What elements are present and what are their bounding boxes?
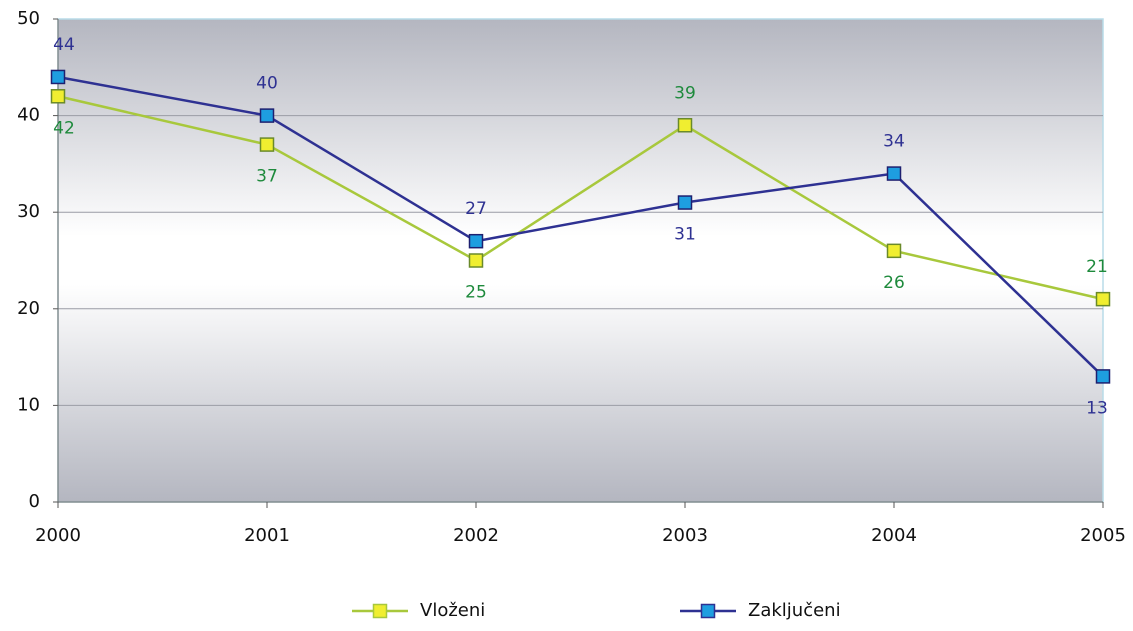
data-label: 37 bbox=[256, 167, 278, 187]
point-marker bbox=[1095, 291, 1111, 307]
point-marker bbox=[468, 253, 484, 268]
point-marker bbox=[259, 108, 275, 123]
data-label: 21 bbox=[1086, 257, 1108, 277]
point-marker bbox=[1095, 369, 1111, 384]
data-label: 31 bbox=[674, 225, 696, 245]
legend-label: Zaključeni bbox=[748, 600, 841, 621]
series-line bbox=[57, 75, 1104, 378]
point-marker bbox=[259, 137, 275, 152]
point-marker bbox=[50, 69, 66, 85]
y-tick-label: 10 bbox=[17, 394, 40, 415]
plot-area bbox=[57, 18, 1104, 503]
data-label: 39 bbox=[674, 83, 696, 103]
y-tick-label: 50 bbox=[17, 8, 40, 29]
y-tick-label: 0 bbox=[29, 491, 40, 512]
y-tick-label: 30 bbox=[17, 201, 40, 222]
data-label: 26 bbox=[883, 273, 905, 293]
data-label: 27 bbox=[465, 199, 487, 219]
data-label: 40 bbox=[256, 74, 278, 94]
x-tick-label: 2004 bbox=[871, 525, 917, 546]
point-marker bbox=[677, 118, 693, 133]
x-tick-label: 2000 bbox=[35, 525, 81, 546]
legend-marker bbox=[372, 603, 388, 619]
x-tick-label: 2005 bbox=[1080, 525, 1126, 546]
series-line bbox=[57, 95, 1104, 301]
legend-label: Vloženi bbox=[420, 600, 485, 621]
y-tick-label: 40 bbox=[17, 105, 40, 126]
point-marker bbox=[886, 243, 902, 259]
data-label: 42 bbox=[53, 118, 75, 138]
data-label: 25 bbox=[465, 283, 487, 303]
data-label: 44 bbox=[53, 35, 75, 55]
point-marker bbox=[677, 195, 693, 210]
x-tick-label: 2003 bbox=[662, 525, 708, 546]
x-tick-label: 2001 bbox=[244, 525, 290, 546]
legend-marker bbox=[700, 603, 716, 619]
point-marker bbox=[886, 166, 902, 181]
point-marker bbox=[468, 233, 484, 249]
data-label: 34 bbox=[883, 132, 905, 152]
point-marker bbox=[50, 89, 66, 104]
x-tick-label: 2002 bbox=[453, 525, 499, 546]
y-tick-label: 20 bbox=[17, 298, 40, 319]
data-label: 13 bbox=[1086, 398, 1108, 418]
